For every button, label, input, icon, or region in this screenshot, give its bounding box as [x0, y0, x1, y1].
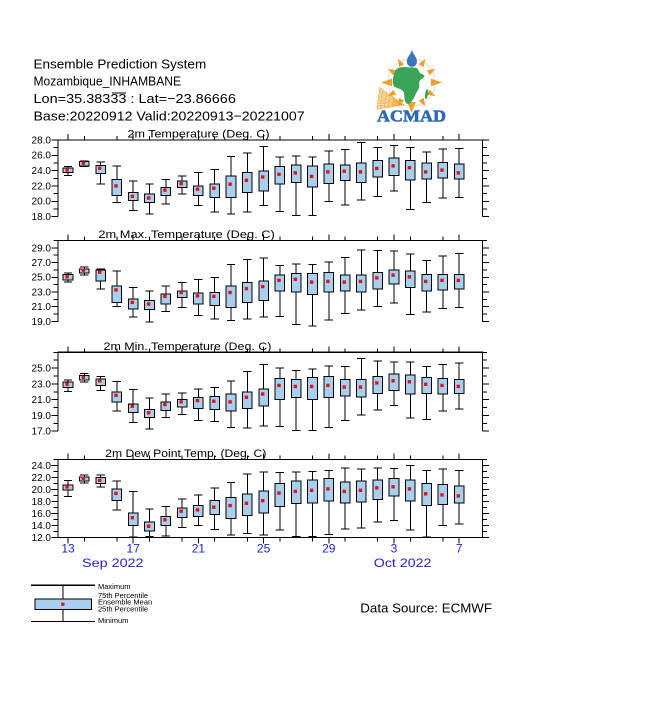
- svg-text:2m Dew Point Temp. (Deg. C): 2m Dew Point Temp. (Deg. C): [105, 448, 266, 460]
- svg-text:24.0: 24.0: [32, 461, 52, 472]
- svg-text:16.0: 16.0: [32, 509, 52, 520]
- svg-text:Data Source: ECMWF: Data Source: ECMWF: [360, 602, 492, 616]
- svg-text:7: 7: [456, 542, 463, 556]
- svg-text:13: 13: [61, 542, 75, 556]
- svg-text:24.0: 24.0: [32, 166, 52, 177]
- svg-text:3: 3: [391, 542, 398, 556]
- svg-text:Maximum: Maximum: [98, 582, 131, 591]
- svg-text:14.0: 14.0: [32, 521, 52, 532]
- svg-text:23.0: 23.0: [32, 379, 52, 390]
- svg-text:Oct 2022: Oct 2022: [374, 556, 432, 570]
- svg-text:ACMAD: ACMAD: [377, 107, 446, 126]
- svg-text:20.0: 20.0: [32, 197, 52, 208]
- svg-text:75th Percentile: 75th Percentile: [98, 591, 148, 600]
- svg-text:18.0: 18.0: [32, 497, 52, 508]
- svg-text:2m Min. Temperature (Deg. C): 2m Min. Temperature (Deg. C): [104, 341, 272, 353]
- svg-text:26.0: 26.0: [32, 151, 52, 162]
- svg-text:19.0: 19.0: [32, 411, 52, 422]
- svg-text:Ensemble Prediction System: Ensemble Prediction System: [34, 57, 207, 72]
- svg-text:Minimum: Minimum: [98, 616, 128, 625]
- svg-text:25: 25: [257, 542, 271, 556]
- svg-text:25.0: 25.0: [32, 273, 52, 284]
- svg-text:23.0: 23.0: [32, 287, 52, 298]
- svg-text:Base:20220912 Valid:20220913−2: Base:20220912 Valid:20220913−20221007: [34, 108, 305, 123]
- svg-text:22.0: 22.0: [32, 181, 52, 192]
- svg-text:17: 17: [127, 542, 141, 556]
- svg-text:Sep 2022: Sep 2022: [82, 556, 144, 570]
- svg-text:25.0: 25.0: [32, 364, 52, 375]
- svg-text:27.0: 27.0: [32, 258, 52, 269]
- svg-text:22.0: 22.0: [32, 473, 52, 484]
- svg-text:29: 29: [322, 542, 336, 556]
- svg-text:18.0: 18.0: [32, 212, 52, 223]
- svg-text:17.0: 17.0: [32, 427, 52, 438]
- svg-text:Mozambique_INHAMBANE: Mozambique_INHAMBANE: [34, 74, 182, 89]
- svg-text:12.0: 12.0: [32, 533, 52, 544]
- svg-text:2m Max. Temperature (Deg. C): 2m Max. Temperature (Deg. C): [98, 229, 274, 241]
- svg-text:28.0: 28.0: [32, 135, 52, 146]
- svg-text:20.0: 20.0: [32, 485, 52, 496]
- svg-text:21.0: 21.0: [32, 302, 52, 313]
- svg-text:29.0: 29.0: [32, 243, 52, 254]
- svg-text:19.0: 19.0: [32, 317, 52, 328]
- svg-text:Lon=35.38333 : Lat=−23.86666: Lon=35.38333 : Lat=−23.86666: [34, 91, 236, 106]
- svg-text:Ensemble Mean: Ensemble Mean: [98, 598, 152, 607]
- svg-text:21: 21: [192, 542, 206, 556]
- svg-text:21.0: 21.0: [32, 395, 52, 406]
- svg-text:25th Percentile: 25th Percentile: [98, 605, 148, 614]
